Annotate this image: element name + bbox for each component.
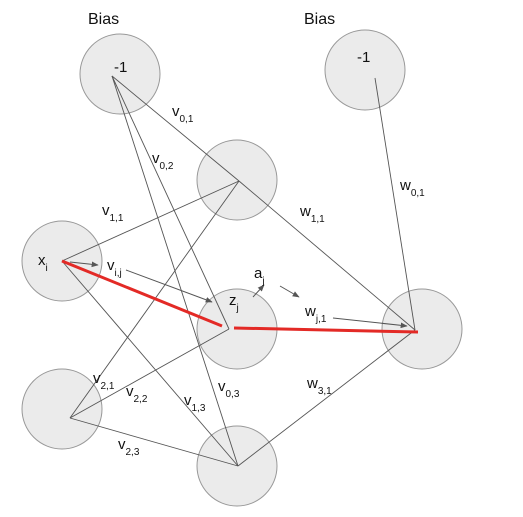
highlighted-path [61,259,419,334]
nodes [21,29,463,507]
arrow-zj-aj [252,284,265,298]
edge-xi-to-h3 [61,260,239,467]
bias-left-header: Bias [88,11,119,28]
highlight-edge-zj-to-out [233,326,419,334]
edge-h1-to-out [238,180,416,331]
weight-v13: v1,3 [184,392,206,414]
bias-input-node [79,33,161,115]
weight-v01: v0,1 [172,103,194,125]
edge-bias-to-hj [111,75,230,330]
hidden-label-zj: zj [229,292,239,314]
weight-w31: w3,1 [306,375,332,397]
output-node [381,288,463,370]
hidden-node-1 [196,139,278,221]
input-node-2 [21,368,103,450]
weight-v11: v1,1 [102,202,124,224]
weight-v03: v0,3 [218,378,240,400]
weight-v22: v2,2 [126,383,148,405]
edge-bias-to-out [374,77,416,331]
bias-right-header: Bias [304,11,335,28]
edge-x2-to-h3 [69,417,239,467]
bias-hidden-node [324,29,406,111]
weight-wj1: wj,1 [304,303,327,325]
weight-v02: v0,2 [152,150,174,172]
arrow-aj-wj1 [279,285,300,298]
edge-xi-to-h1 [61,180,240,262]
weight-w01: w0,1 [399,177,425,199]
edge-bias-to-h1 [111,75,240,182]
edge-h3-to-out [237,329,416,467]
arrows [69,261,408,329]
input-label-xi: xi [38,252,48,274]
edge-x2-to-hj [69,328,230,419]
weight-v21: v2,1 [93,370,115,392]
weight-v23: v2,3 [118,436,140,458]
bias-input-value: -1 [114,59,127,76]
weight-w11: w1,1 [299,203,325,225]
activation-label-aj: aj [254,265,265,287]
bias-hidden-value: -1 [357,49,370,66]
arrow-vij [125,269,213,303]
highlight-edge-xi-to-zj [61,259,223,328]
arrow-wj1 [332,317,408,329]
weight-vij: vi,j [107,257,122,279]
weight-labels: v0,1 v0,2 v1,1 vi,j v2,1 v2,2 v1,3 v0,3 … [93,103,425,458]
arrow-xi [69,261,99,268]
